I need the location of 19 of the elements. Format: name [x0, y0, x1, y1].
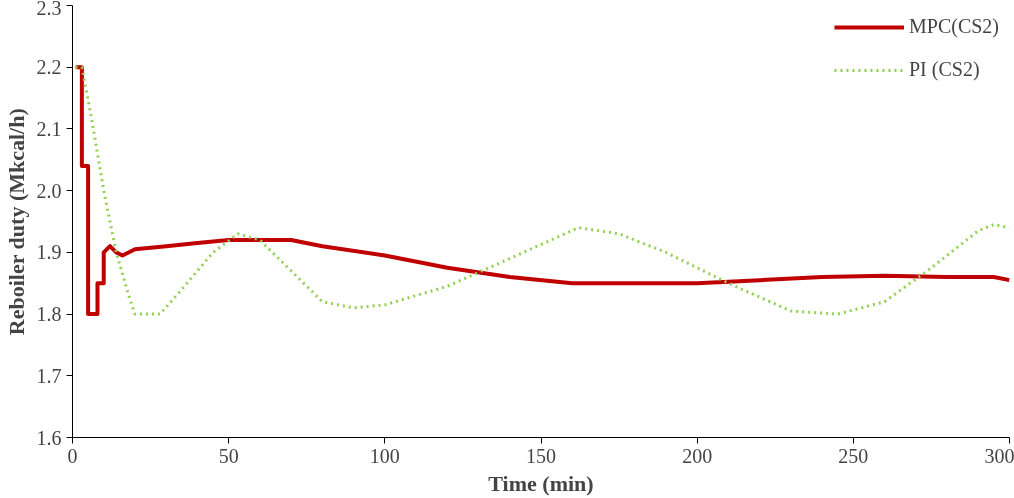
x-tick-label: 150	[526, 444, 556, 467]
y-tick-label: 2.3	[36, 0, 62, 19]
legend-label: PI (CS2)	[908, 58, 980, 81]
x-tick-label: 200	[682, 444, 713, 467]
x-tick-label: 50	[218, 444, 239, 467]
y-tick-label: 1.9	[36, 241, 62, 264]
y-tick-label: 2.0	[36, 179, 62, 202]
x-tick-label: 0	[67, 444, 78, 467]
x-tick-label: 250	[838, 444, 869, 467]
y-tick-label: 1.7	[36, 364, 62, 387]
y-tick-label: 2.2	[36, 56, 62, 79]
x-axis-title: Time (min)	[488, 470, 594, 496]
legend-label: MPC(CS2)	[908, 15, 999, 38]
x-tick-label: 300	[984, 444, 1014, 467]
y-tick-label: 2.1	[36, 117, 62, 140]
y-tick-label: 1.8	[36, 303, 62, 326]
y-tick-label: 1.6	[36, 426, 62, 449]
x-tick-label: 100	[369, 444, 400, 467]
y-axis-title: Reboiler duty (Mkcal/h)	[3, 108, 29, 336]
